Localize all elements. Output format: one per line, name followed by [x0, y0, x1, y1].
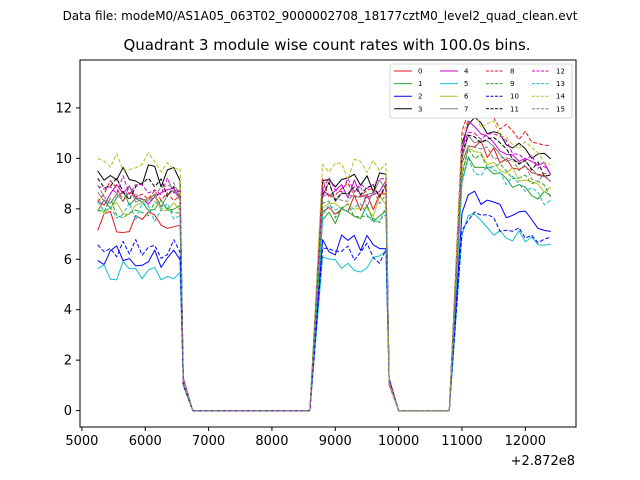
legend-label-8: 8 [510, 68, 514, 76]
y-tick-label: 8 [64, 202, 72, 217]
legend-label-12: 12 [556, 68, 565, 76]
series-line-15 [97, 145, 551, 412]
legend-box [389, 63, 573, 119]
plot-lines [97, 102, 552, 412]
x-axis: 5000 6000 7000 8000 9000 10000 11000 12000 [65, 427, 546, 449]
axes-border [79, 59, 577, 428]
axes-frame [79, 59, 577, 428]
x-tick-label: 5000 [65, 434, 98, 449]
series-line-5 [97, 213, 551, 412]
series-line-13 [97, 157, 551, 412]
x-offset-label: +2.872e8 [511, 454, 575, 469]
series-line-11 [97, 134, 551, 412]
series-line-14 [97, 110, 551, 412]
legend-label-10: 10 [510, 93, 519, 101]
legend-label-2: 2 [418, 93, 422, 101]
y-tick-label: 6 [64, 253, 72, 268]
series-line-12 [97, 131, 552, 412]
x-tick-label: 7000 [192, 434, 225, 449]
y-tick-label: 0 [64, 404, 72, 419]
x-tick-label: 6000 [129, 434, 162, 449]
chart-title: Quadrant 3 module wise count rates with … [123, 36, 530, 54]
legend-label-1: 1 [418, 80, 422, 88]
series-line-3 [97, 116, 552, 412]
legend-label-9: 9 [510, 80, 514, 88]
chart-suptitle: Data file: modeM0/AS1A05_063T02_90000027… [63, 9, 578, 23]
x-tick-label: 11000 [441, 434, 482, 449]
legend-label-0: 0 [418, 68, 422, 76]
series-line-9 [97, 148, 552, 412]
legend-label-14: 14 [556, 93, 565, 101]
series-line-8 [97, 102, 551, 412]
series-line-0 [97, 140, 552, 412]
y-tick-label: 10 [55, 152, 72, 167]
legend-label-13: 13 [556, 80, 565, 88]
legend-label-7: 7 [464, 105, 468, 113]
legend-label-4: 4 [464, 68, 469, 76]
y-tick-label: 12 [55, 101, 72, 116]
series-line-1 [97, 156, 551, 412]
series-line-2 [97, 190, 551, 412]
legend-label-15: 15 [556, 105, 565, 113]
legend-label-6: 6 [464, 93, 469, 101]
x-tick-label: 9000 [319, 434, 352, 449]
x-tick-label: 12000 [505, 434, 546, 449]
y-tick-label: 4 [64, 303, 72, 318]
y-axis: 0 2 4 6 8 10 12 [55, 101, 80, 419]
x-tick-label: 10000 [378, 434, 419, 449]
y-tick-label: 2 [64, 354, 72, 369]
legend-label-11: 11 [510, 105, 519, 113]
legend-label-5: 5 [464, 80, 468, 88]
legend-label-3: 3 [418, 105, 422, 113]
x-tick-label: 8000 [255, 434, 288, 449]
